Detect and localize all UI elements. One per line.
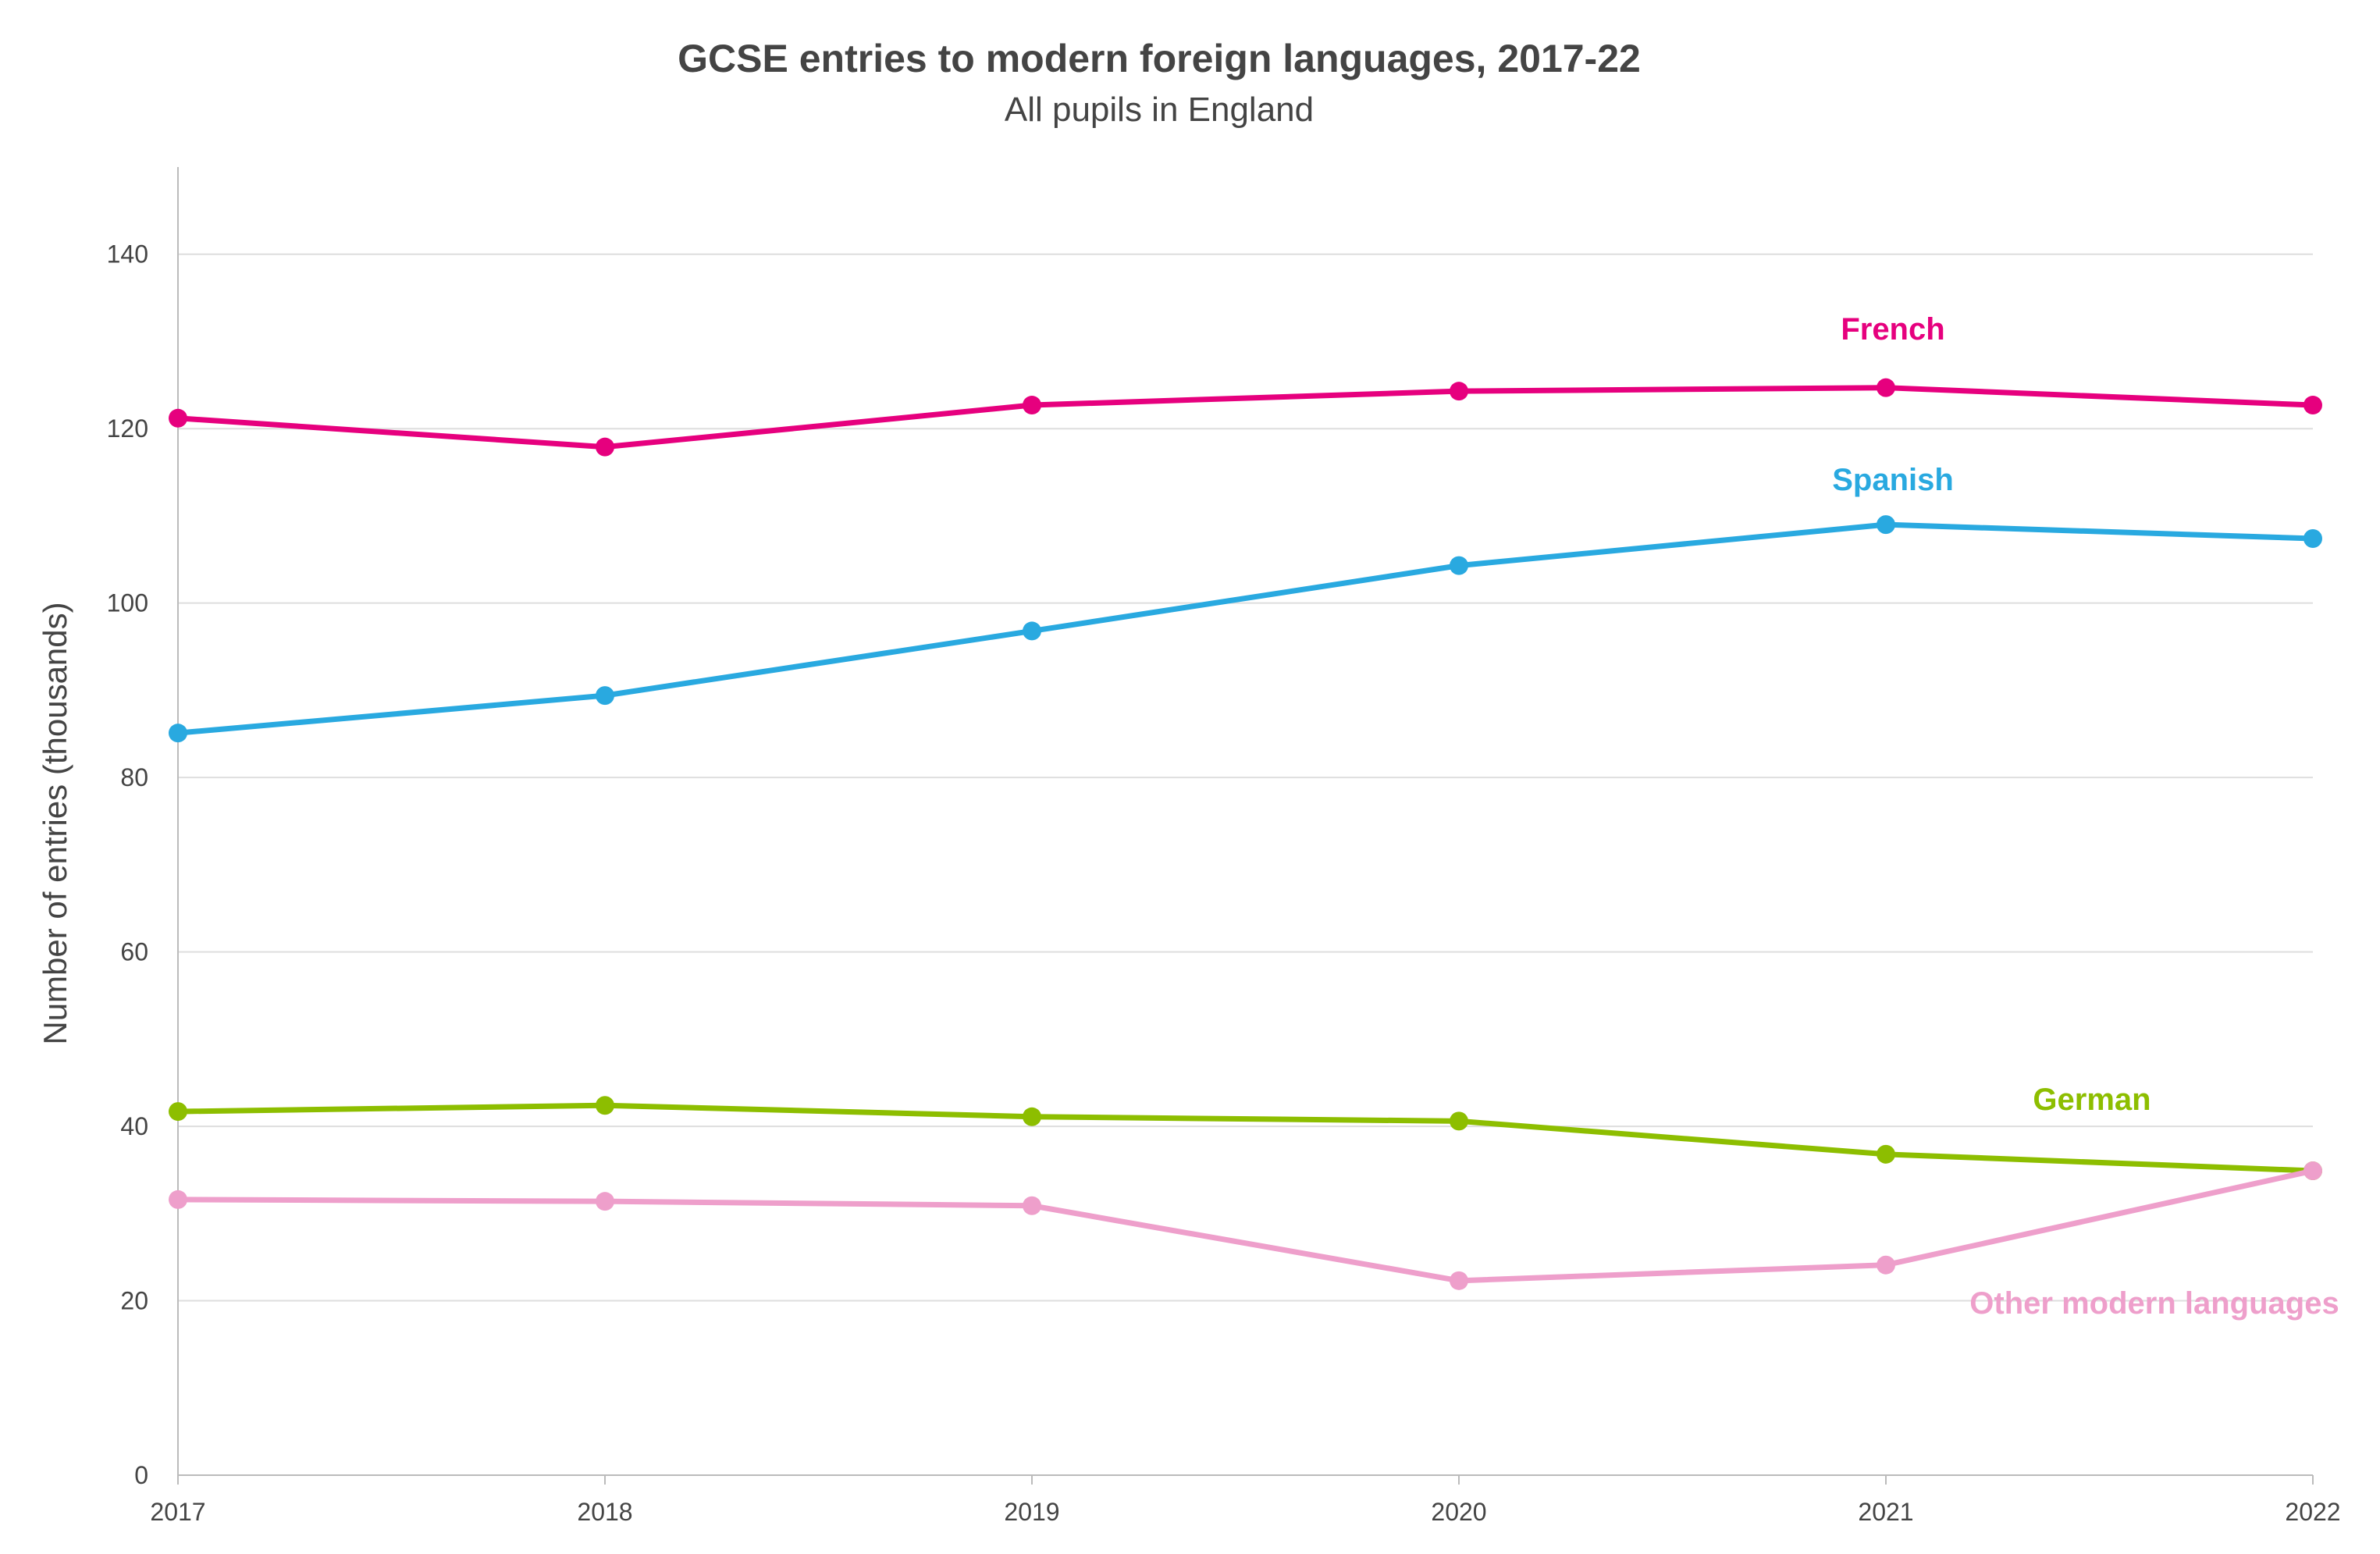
- y-tick-label: 20: [120, 1287, 148, 1315]
- spanish-point: [1450, 556, 1468, 575]
- series-group: [169, 378, 2322, 1290]
- spanish-point: [2304, 528, 2322, 548]
- x-tick-label: 2022: [2285, 1498, 2340, 1526]
- chart-subtitle: All pupils in England: [1005, 91, 1314, 129]
- french-point: [1877, 378, 1895, 397]
- spanish-point: [169, 724, 187, 743]
- other-modern-languages-line: [177, 1168, 2314, 1284]
- german-point: [596, 1096, 614, 1115]
- y-axis-label: Number of entries (thousands): [37, 602, 73, 1044]
- x-tick-label: 2019: [1004, 1498, 1059, 1526]
- chart-title: GCSE entries to modern foreign languages…: [678, 37, 1641, 80]
- french-point: [1450, 382, 1468, 401]
- german-label: German: [2033, 1083, 2151, 1117]
- french-point: [169, 408, 187, 428]
- x-tick-label: 2021: [1858, 1498, 1913, 1526]
- french-label: French: [1841, 312, 1944, 347]
- x-tick-label: 2017: [150, 1498, 205, 1526]
- german-point: [1877, 1144, 1895, 1164]
- german-line: [177, 1102, 2314, 1174]
- other-modern-languages-point: [596, 1192, 614, 1211]
- other-modern-languages-point: [2304, 1161, 2322, 1181]
- spanish-line: [177, 521, 2314, 736]
- y-tick-label: 140: [107, 240, 148, 268]
- spanish-point: [1877, 515, 1895, 535]
- spanish-point: [596, 686, 614, 706]
- german-point: [169, 1102, 187, 1122]
- spanish-point: [1023, 621, 1041, 641]
- other-modern-languages-point: [1023, 1196, 1041, 1215]
- french-line: [177, 385, 2314, 450]
- y-tick-label: 100: [107, 589, 148, 617]
- german-point: [1450, 1111, 1468, 1131]
- french-point: [1023, 396, 1041, 415]
- spanish-label: Spanish: [1832, 463, 1954, 497]
- y-tick-label: 60: [120, 938, 148, 966]
- x-tick-label: 2018: [577, 1498, 632, 1526]
- french-point: [596, 437, 614, 457]
- y-tick-label: 40: [120, 1112, 148, 1140]
- y-tick-label: 120: [107, 414, 148, 443]
- german-point: [1023, 1107, 1041, 1126]
- y-tick-label: 80: [120, 763, 148, 791]
- series-labels: French Spanish German Other modern language…: [1832, 312, 2339, 1321]
- y-tick-label: 0: [134, 1461, 148, 1489]
- other-modern-languages-point: [1450, 1271, 1468, 1290]
- other-modern-languages-point: [169, 1190, 187, 1209]
- other-modern-languages-label: Other modern languages: [1969, 1286, 2339, 1321]
- axes: 0 20 40 60 80 100 120 140 2017 2018 2019 2020 2021 20…: [107, 167, 2341, 1526]
- french-point: [2304, 396, 2322, 415]
- other-modern-languages-point: [1877, 1255, 1895, 1275]
- x-tick-label: 2020: [1431, 1498, 1486, 1526]
- gridlines: [178, 253, 2313, 1302]
